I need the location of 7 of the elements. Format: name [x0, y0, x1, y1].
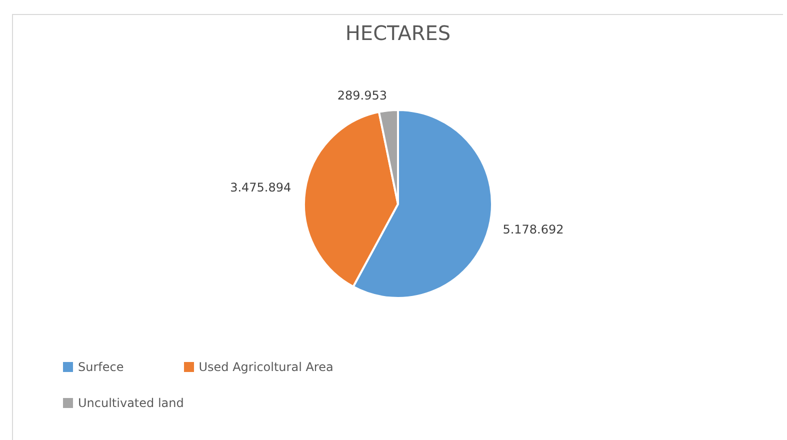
legend-label: Used Agricoltural Area: [198, 360, 334, 374]
data-label: 3.475.894: [230, 180, 292, 194]
data-label: 5.178.692: [502, 222, 564, 237]
chart-title: HECTARES: [345, 21, 451, 46]
data-label: 289.953: [337, 88, 388, 103]
legend-label: Uncultivated land: [78, 396, 184, 410]
legend-label: Surfece: [78, 360, 124, 374]
